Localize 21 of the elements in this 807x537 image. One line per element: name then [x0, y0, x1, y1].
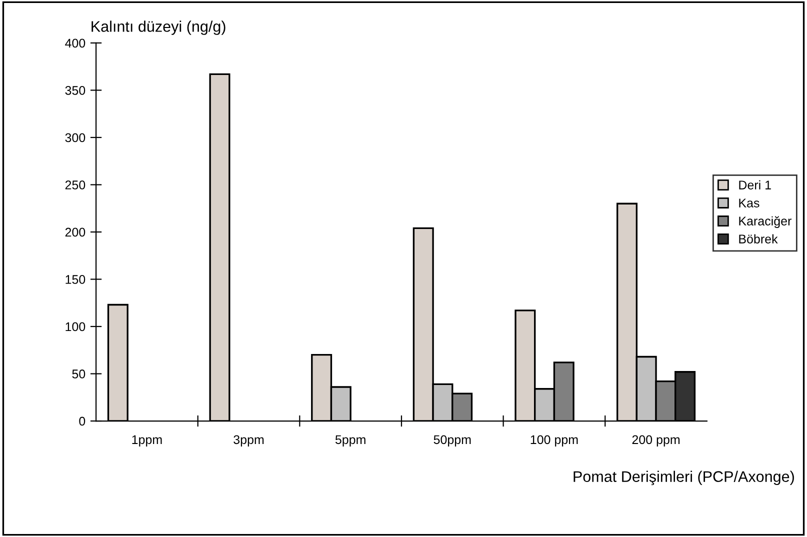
- y-tick-label: 350: [65, 86, 86, 95]
- y-axis-title: Kalıntı düzeyi (ng/g): [92, 20, 226, 35]
- y-tick-label: 100: [66, 322, 86, 332]
- y-tick-label: 50: [72, 370, 86, 378]
- x-tick-label: 3ppm: [234, 435, 264, 447]
- x-tick-label: 100 ppm: [530, 435, 578, 447]
- x-axis-title: Pomat Derişimleri (PCP/Axonge): [574, 470, 794, 486]
- y-tick-label: 150: [66, 275, 86, 284]
- legend-label: Kas: [739, 198, 760, 208]
- y-tick-label: 300: [65, 133, 86, 142]
- x-tick-label: 1ppm: [132, 435, 162, 447]
- x-tick-label: 200 ppm: [632, 435, 680, 447]
- y-tick-label: 0: [79, 416, 86, 426]
- y-tick-label: 250: [65, 180, 86, 190]
- x-tick-label: 5ppm: [335, 435, 366, 447]
- legend-label: Deri 1: [739, 180, 771, 190]
- x-tick-label: 50ppm: [434, 435, 471, 447]
- legend-label: Böbrek: [739, 234, 778, 244]
- y-tick-label: 200: [65, 228, 86, 237]
- legend-label: Karaciğer: [739, 216, 792, 228]
- y-tick-label: 400: [65, 38, 86, 48]
